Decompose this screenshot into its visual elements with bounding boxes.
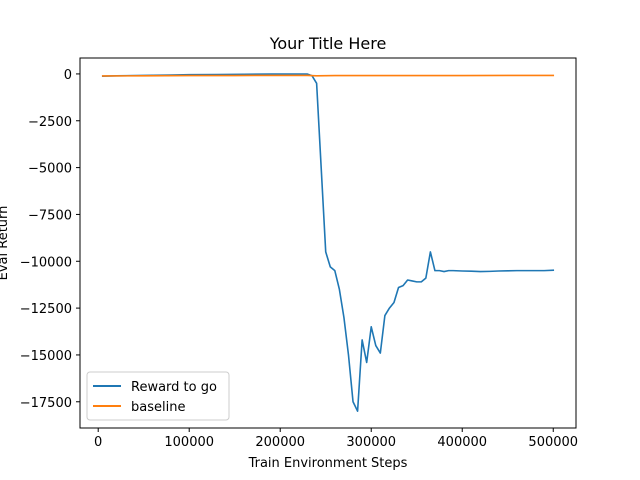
plot-area	[79, 57, 577, 429]
x-axis-title: Train Environment Steps	[248, 456, 408, 471]
y-axis: 0 −2500 −5000 −7500 −10000 −12500 −15000 −17500	[20, 68, 80, 411]
legend: Reward to go baseline	[86, 371, 230, 421]
x-tick-label: 0	[94, 435, 102, 450]
y-tick-label: −10000	[20, 255, 72, 270]
series-layer	[101, 73, 555, 412]
x-axis: 0 100000 200000 300000 400000 500000	[94, 428, 578, 450]
chart-title: Your Title Here	[269, 34, 387, 53]
x-tick-label: 200000	[255, 435, 305, 450]
y-tick-label: −15000	[20, 349, 72, 364]
y-axis-title: Eval Return	[0, 206, 11, 281]
plot-frame	[79, 57, 577, 429]
y-tick-label: 0	[64, 68, 72, 83]
y-tick-label: −17500	[20, 396, 72, 411]
y-tick-label: −5000	[28, 162, 72, 177]
y-tick-label: −7500	[28, 208, 72, 223]
series-line-baseline	[101, 74, 555, 77]
legend-label-reward-to-go: Reward to go	[131, 380, 217, 395]
x-tick-label: 500000	[528, 435, 578, 450]
y-tick-label: −12500	[20, 302, 72, 317]
y-tick-label: −2500	[28, 115, 72, 130]
series-line-reward-to-go	[101, 73, 555, 412]
legend-frame	[86, 371, 230, 421]
x-tick-label: 400000	[437, 435, 487, 450]
x-tick-label: 100000	[164, 435, 214, 450]
x-tick-label: 300000	[346, 435, 396, 450]
legend-label-baseline: baseline	[131, 400, 185, 415]
